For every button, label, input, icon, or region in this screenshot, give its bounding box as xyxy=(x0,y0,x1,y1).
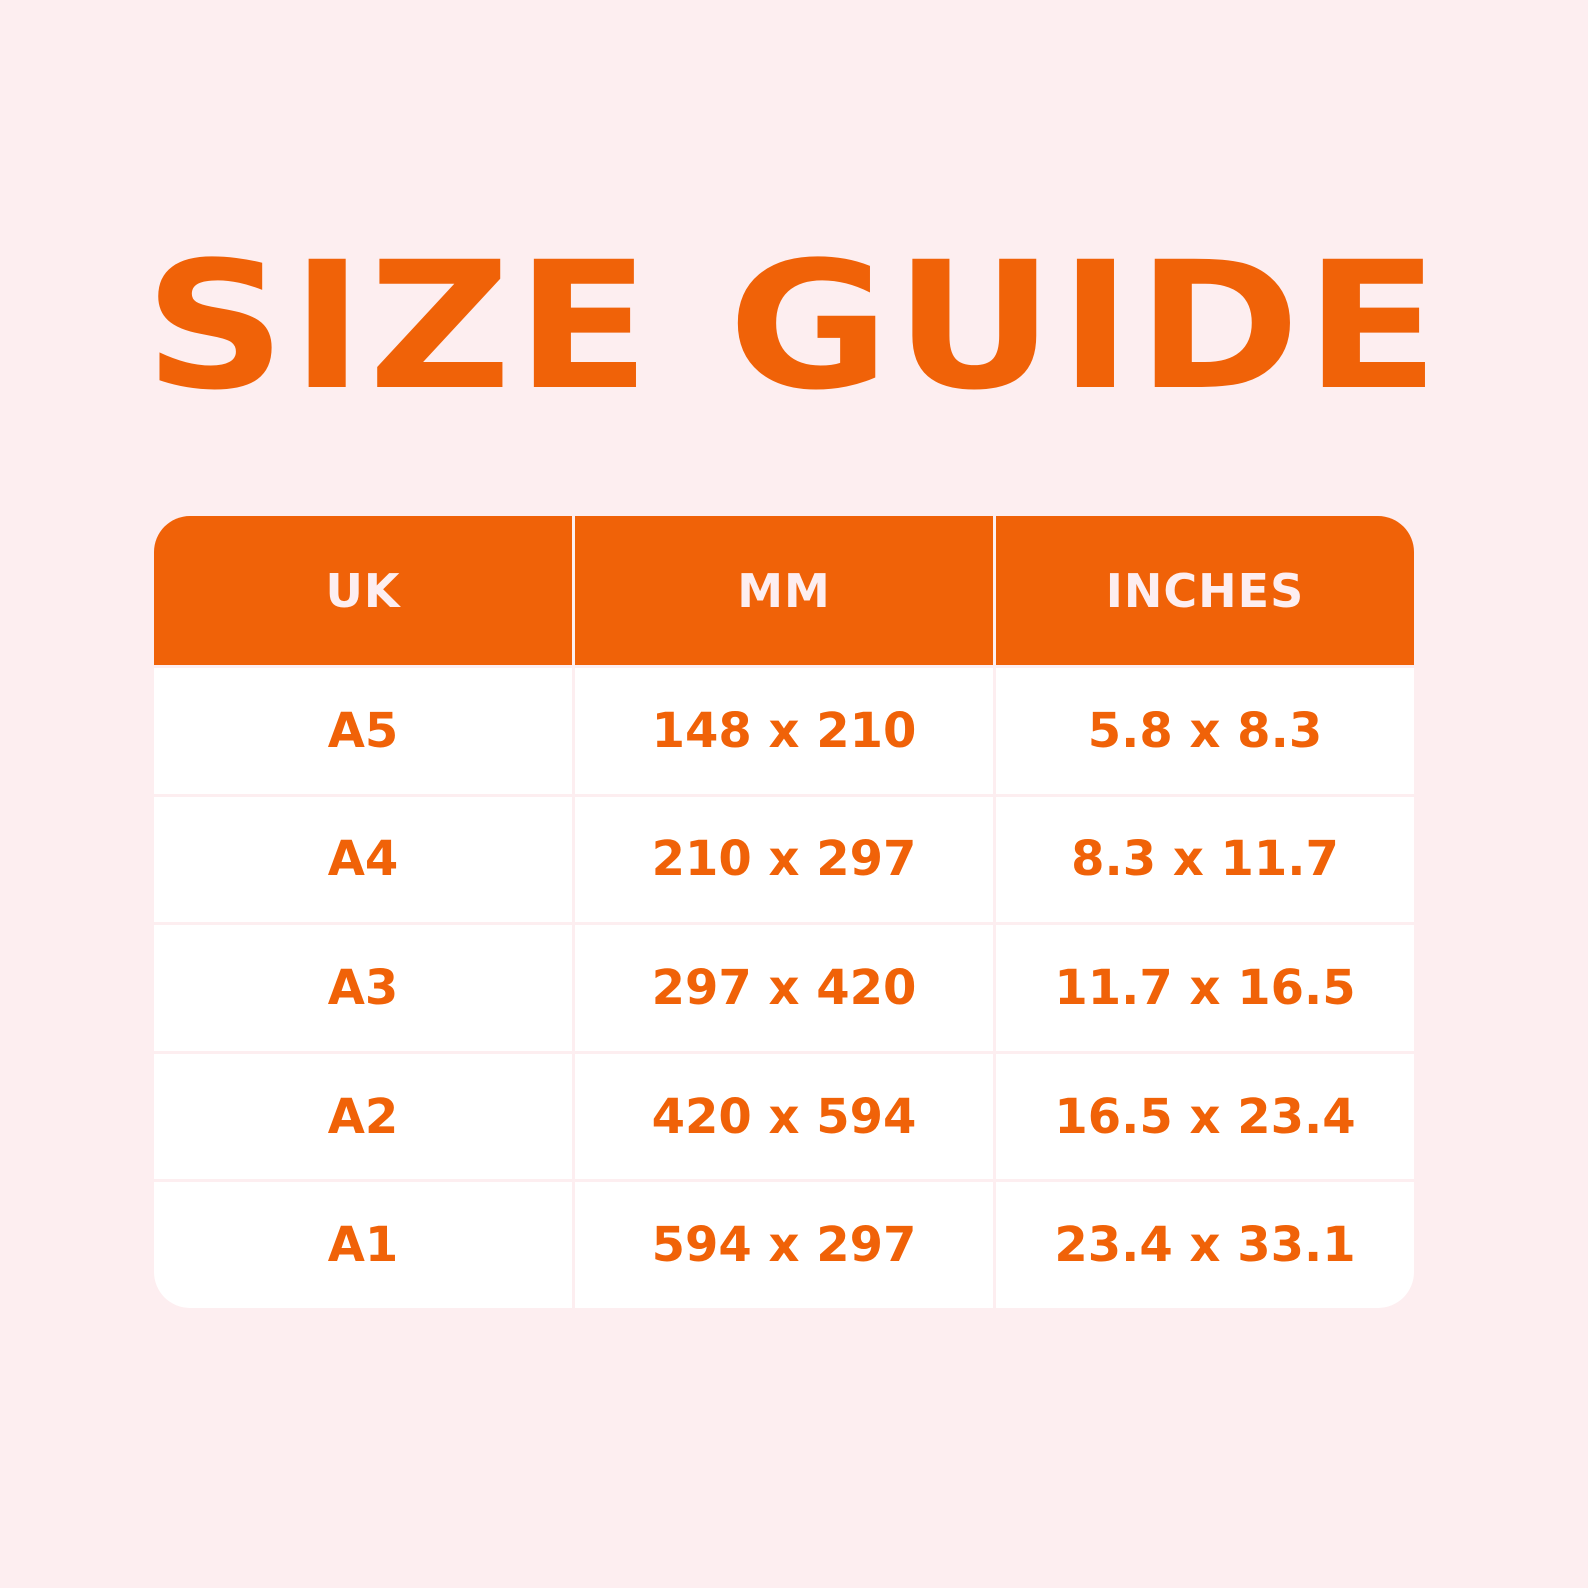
cell-inches: 23.4 x 33.1 xyxy=(996,1182,1414,1308)
header-uk: UK xyxy=(154,516,572,665)
cell-uk: A1 xyxy=(154,1182,572,1308)
header-inches: INCHES xyxy=(996,516,1414,665)
cell-mm: 420 x 594 xyxy=(575,1053,993,1180)
header-mm: MM xyxy=(575,516,993,665)
cell-uk: A5 xyxy=(154,668,572,794)
page-title: SIZE GUIDE xyxy=(144,224,1444,429)
cell-uk: A2 xyxy=(154,1053,572,1180)
cell-mm: 148 x 210 xyxy=(575,668,993,794)
cell-inches: 8.3 x 11.7 xyxy=(996,796,1414,923)
cell-inches: 11.7 x 16.5 xyxy=(996,925,1414,1051)
cell-mm: 594 x 297 xyxy=(575,1182,993,1308)
cell-inches: 16.5 x 23.4 xyxy=(996,1053,1414,1180)
cell-uk: A4 xyxy=(154,796,572,923)
size-table: UK MM INCHES A5 148 x 210 5.8 x 8.3 A4 2… xyxy=(154,516,1414,1308)
cell-inches: 5.8 x 8.3 xyxy=(996,668,1414,794)
cell-uk: A3 xyxy=(154,925,572,1051)
cell-mm: 210 x 297 xyxy=(575,796,993,923)
cell-mm: 297 x 420 xyxy=(575,925,993,1051)
